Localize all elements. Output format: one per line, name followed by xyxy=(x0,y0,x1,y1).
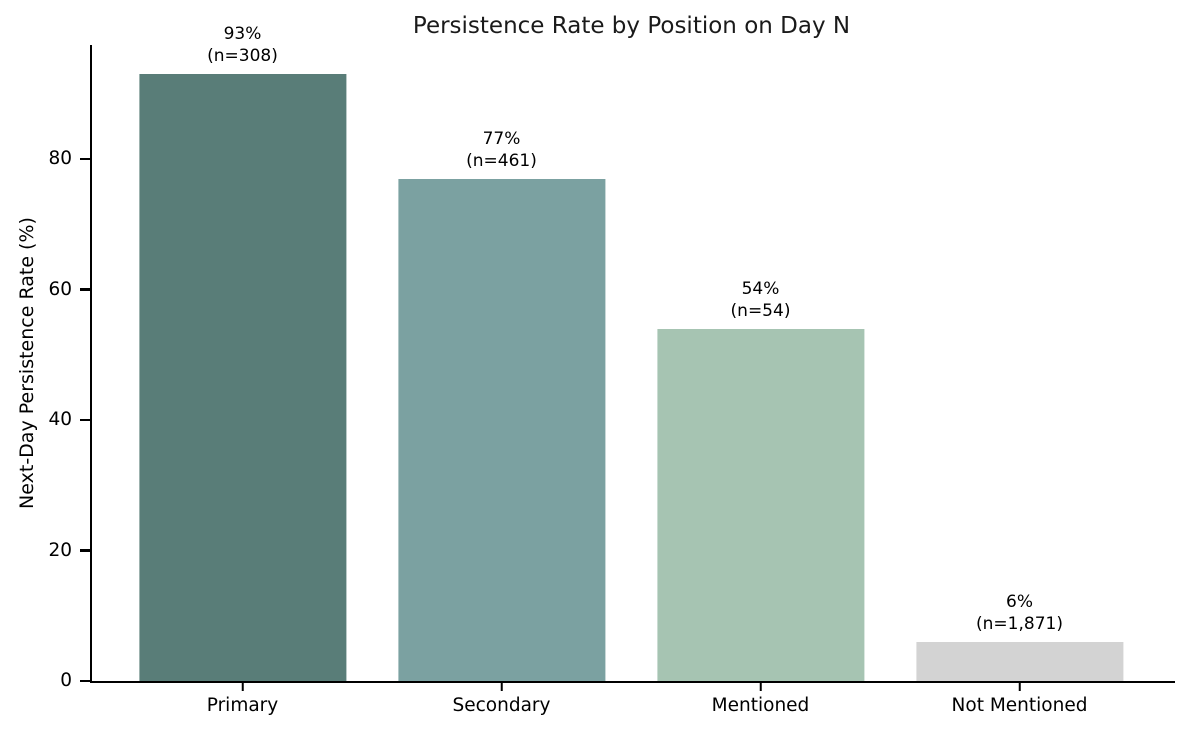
x-tick-label: Not Mentioned xyxy=(951,695,1088,716)
bar xyxy=(915,641,1124,681)
x-tick-label: Mentioned xyxy=(711,695,810,716)
y-tick-label: 40 xyxy=(48,409,72,431)
bar-n-label: (n=308) xyxy=(207,46,278,67)
bar-pct-label: 6% xyxy=(1006,591,1033,612)
x-tick-mark xyxy=(759,681,762,691)
y-tick-label: 60 xyxy=(48,278,72,300)
chart-title: Persistence Rate by Position on Day N xyxy=(412,13,851,39)
x-tick-mark xyxy=(1018,681,1021,691)
bar-n-label: (n=1,871) xyxy=(976,613,1063,634)
bars-row: 93% (n=308) Primary 77% (n=461) Secondary 54%(… xyxy=(92,24,1175,716)
x-tick-label: Primary xyxy=(206,695,279,716)
bar-slot: 77% (n=461) Secondary xyxy=(372,45,631,716)
bar-value-label: 6% (n=1,871) xyxy=(890,591,1149,635)
y-tick-label: 80 xyxy=(48,148,72,170)
bar-slot: 93% (n=308) Primary xyxy=(113,24,372,716)
bar-pct-label: 54% xyxy=(741,278,780,299)
y-tick-label: 0 xyxy=(60,670,72,691)
y-tick-mark xyxy=(80,679,90,683)
bar xyxy=(397,178,606,681)
plot-area: 93% (n=308) Primary 77% (n=461) Secondary 54%(… xyxy=(48,24,1175,716)
bar-pct-label: 93% xyxy=(223,24,262,45)
bar-n-label: (n=54) xyxy=(730,300,791,321)
bar-n-label: (n=461) xyxy=(466,150,537,171)
bar-value-label: 77% (n=461) xyxy=(372,128,631,172)
bar-value-label: 93% (n=308) xyxy=(113,23,372,67)
y-tick-mark xyxy=(80,288,90,291)
bar-slot: 6% (n=1,871) Not Mentioned xyxy=(890,45,1149,716)
bar xyxy=(656,328,865,681)
y-axis-label: Next-Day Persistence Rate (%) xyxy=(16,217,38,509)
x-tick-mark xyxy=(241,681,244,691)
x-tick-mark xyxy=(500,681,503,691)
bar-pct-label: 77% xyxy=(482,128,521,149)
y-tick-mark xyxy=(80,157,90,161)
bar-slot: 54% (n=54) Mentioned xyxy=(631,45,890,716)
x-tick-label: Secondary xyxy=(452,695,551,716)
bar xyxy=(138,74,347,681)
y-tick-label: 20 xyxy=(48,539,72,561)
y-tick-mark xyxy=(80,418,90,422)
bar-value-label: 54% (n=54) xyxy=(631,278,890,322)
y-tick-mark xyxy=(80,549,90,552)
